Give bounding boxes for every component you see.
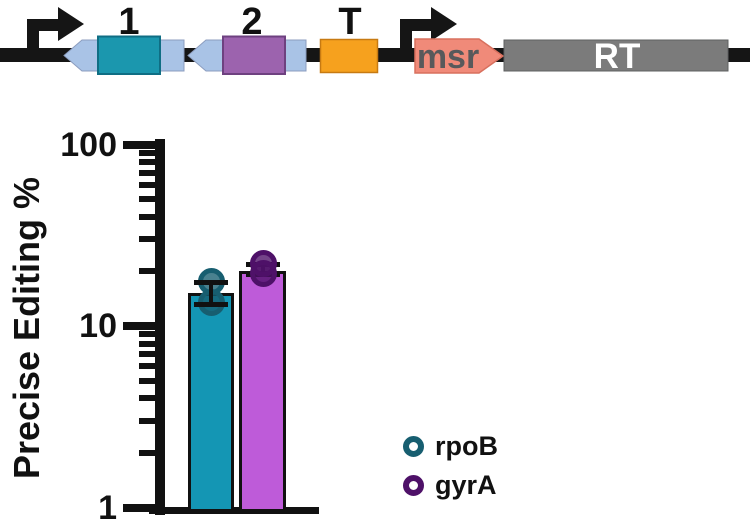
y-major-tick <box>123 503 155 512</box>
rpoB-marker-icon <box>403 435 424 457</box>
cargo-1-box <box>97 35 161 75</box>
y-minor-tick <box>139 268 155 275</box>
x-axis-baseline <box>149 507 319 514</box>
y-minor-tick <box>139 169 155 176</box>
y-minor-tick <box>139 196 155 203</box>
gyrA-marker-icon <box>403 474 424 496</box>
y-minor-tick <box>139 149 155 156</box>
promoter-2-icon <box>400 7 457 62</box>
y-tick-label: 100 <box>60 125 117 164</box>
rt-label: RT <box>594 37 641 76</box>
bar-gyrA <box>239 270 286 512</box>
y-minor-tick <box>139 395 155 402</box>
y-minor-tick <box>139 449 155 456</box>
msr-arrow <box>414 38 505 74</box>
y-tick-label: 1 <box>98 488 117 527</box>
error-bar-cap-rpoB <box>194 280 228 286</box>
error-bar-stem-rpoB <box>209 282 213 305</box>
construct-diagram: 1 2 T msr RT <box>0 1 750 76</box>
y-minor-tick <box>139 236 155 243</box>
y-axis-spine <box>155 139 165 515</box>
y-major-tick <box>123 322 155 330</box>
cargo-2-box <box>222 35 286 75</box>
rt-box <box>503 39 729 72</box>
y-minor-tick <box>139 340 155 347</box>
msr-label: msr <box>417 38 479 76</box>
y-major-tick <box>123 140 155 149</box>
y-minor-tick <box>139 213 155 220</box>
chart-legend: rpoB gyrA <box>403 433 498 511</box>
y-minor-tick <box>139 363 155 370</box>
y-minor-tick <box>139 181 155 188</box>
y-minor-tick <box>139 351 155 358</box>
data-point-gyrA <box>249 259 277 287</box>
y-minor-tick <box>139 331 155 338</box>
legend-item-gyrA: gyrA <box>403 470 498 500</box>
y-tick-label: 10 <box>79 307 117 345</box>
cargo-2-label: 2 <box>241 1 262 43</box>
legend-label-rpoB: rpoB <box>435 431 498 461</box>
y-minor-tick <box>139 159 155 166</box>
terminator-box <box>319 38 379 74</box>
terminator-label: T <box>338 1 361 43</box>
y-minor-tick <box>139 377 155 384</box>
cargo-1-label: 1 <box>118 1 139 43</box>
promoter-1-icon <box>27 7 84 62</box>
y-minor-tick <box>139 417 155 424</box>
legend-label-gyrA: gyrA <box>435 470 497 500</box>
error-bar-cap-rpoB <box>194 301 228 307</box>
bar-rpoB <box>188 292 234 512</box>
legend-item-rpoB: rpoB <box>403 431 498 461</box>
